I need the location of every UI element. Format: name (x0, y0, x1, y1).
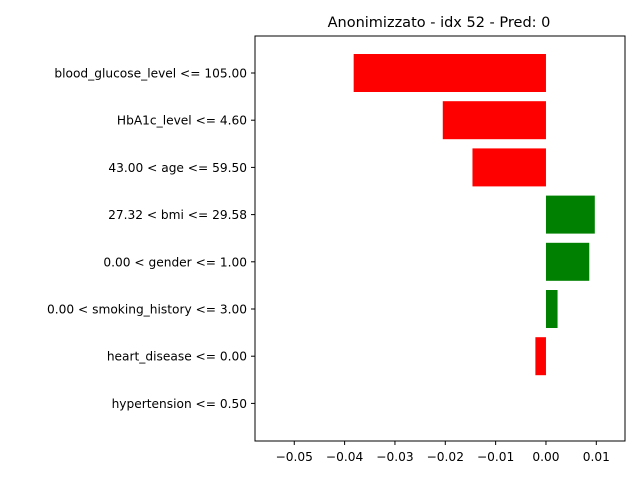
x-tick-label: −0.04 (326, 450, 364, 464)
y-axis-ticks: blood_glucose_level <= 105.00 HbA1c_level… (47, 67, 255, 411)
bar-6 (545, 290, 558, 328)
y-tick-label: 27.32 < bmi <= 29.58 (108, 208, 247, 222)
bar-2 (442, 101, 546, 140)
bar-3 (472, 148, 546, 187)
bar-1 (353, 54, 546, 92)
y-tick-label: blood_glucose_level <= 105.00 (54, 67, 247, 81)
chart-title: Anonimizzato - idx 52 - Pred: 0 (328, 15, 551, 31)
bars (353, 54, 595, 376)
x-tick-label: 0.00 (532, 450, 559, 464)
bar-5 (545, 242, 590, 281)
y-tick-label: 43.00 < age <= 59.50 (108, 161, 247, 175)
x-tick-label: 0.01 (583, 450, 610, 464)
bar-4 (545, 195, 595, 234)
y-tick-label: 0.00 < smoking_history <= 3.00 (47, 303, 247, 317)
x-tick-label: −0.02 (427, 450, 464, 464)
y-tick-label: heart_disease <= 0.00 (107, 350, 247, 364)
y-tick-label: 0.00 < gender <= 1.00 (103, 255, 247, 269)
x-tick-label: −0.01 (477, 450, 514, 464)
y-tick-label: hypertension <= 0.50 (112, 397, 247, 411)
bar-7 (535, 337, 546, 376)
axes-frame (254, 35, 626, 442)
x-axis-ticks: −0.05 −0.04 −0.03 −0.02 −0.01 0.00 0.01 (276, 441, 610, 464)
y-tick-label: HbA1c_level <= 4.60 (117, 114, 247, 128)
x-tick-label: −0.05 (276, 450, 313, 464)
x-tick-label: −0.03 (376, 450, 413, 464)
